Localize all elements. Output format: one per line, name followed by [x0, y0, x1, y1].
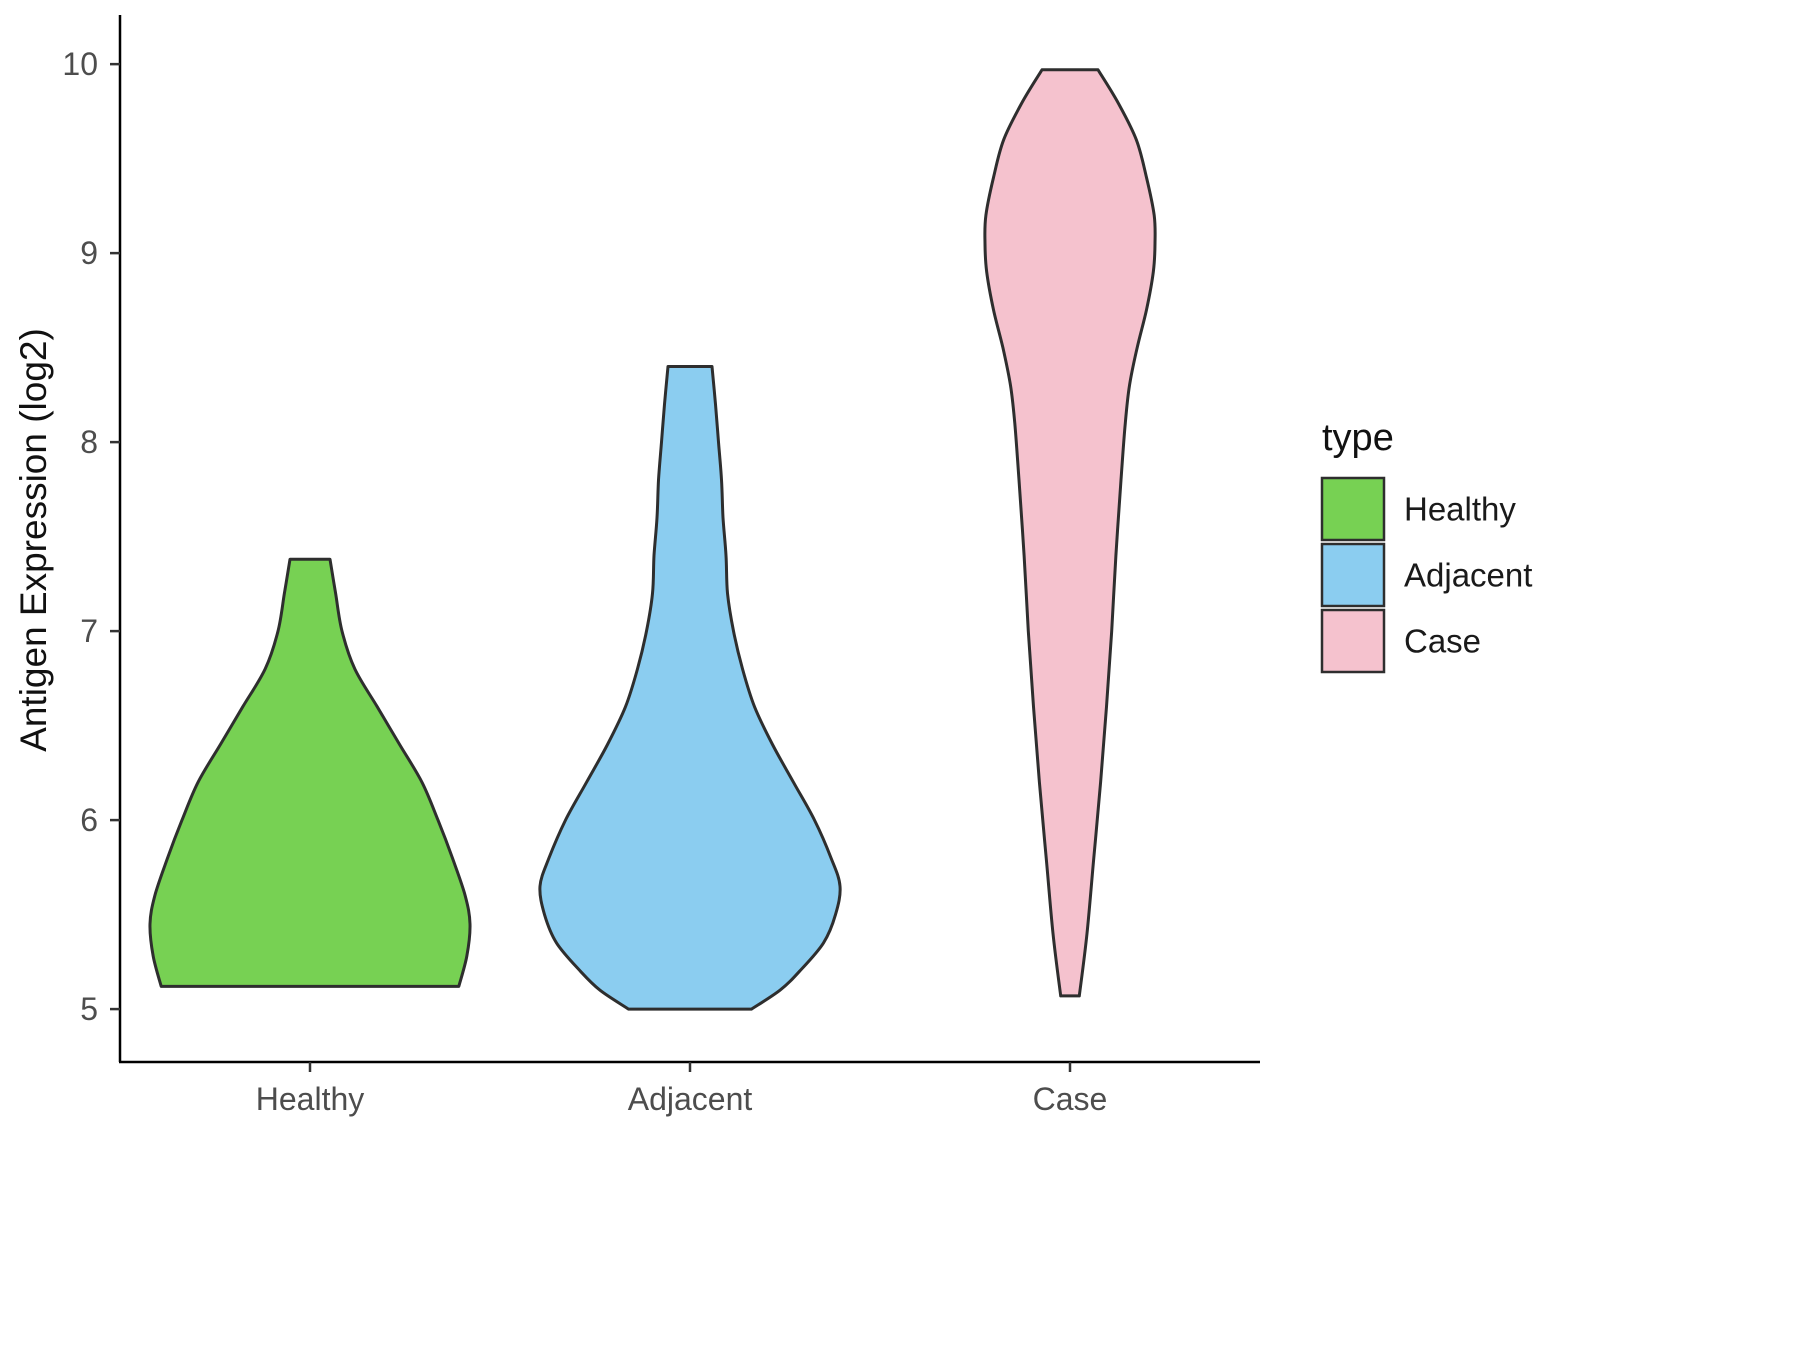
- violin-healthy: [148, 557, 472, 988]
- legend-label-healthy: Healthy: [1404, 491, 1516, 528]
- legend-label-adjacent: Adjacent: [1404, 557, 1532, 594]
- y-tick-label: 6: [80, 802, 98, 838]
- legend-swatch-case: [1320, 608, 1386, 674]
- y-tick-label: 5: [80, 991, 98, 1027]
- y-tick-label: 7: [80, 613, 98, 649]
- x-tick-label: Adjacent: [628, 1081, 753, 1117]
- y-tick-label: 8: [80, 424, 98, 460]
- legend-swatch-adjacent: [1320, 542, 1386, 608]
- violins-group: [148, 68, 1157, 1011]
- legend-label-case: Case: [1404, 623, 1481, 660]
- violin-adjacent: [538, 365, 842, 1011]
- legend-title: type: [1322, 417, 1394, 459]
- legend: type Healthy Adjacent Case: [1320, 417, 1532, 674]
- legend-swatch-healthy: [1320, 476, 1386, 542]
- y-tick-label: 9: [80, 235, 98, 271]
- legend-keys: Healthy Adjacent Case: [1320, 476, 1532, 674]
- x-tick-label: Healthy: [256, 1081, 365, 1117]
- y-tick-label: 10: [62, 46, 98, 82]
- violin-case: [983, 68, 1157, 998]
- axes-group: 5 6 7 8 9 10 Healthy Adjacent Case: [62, 15, 1260, 1117]
- x-tick-label: Case: [1033, 1081, 1108, 1117]
- y-axis-title: Antigen Expression (log2): [13, 328, 54, 752]
